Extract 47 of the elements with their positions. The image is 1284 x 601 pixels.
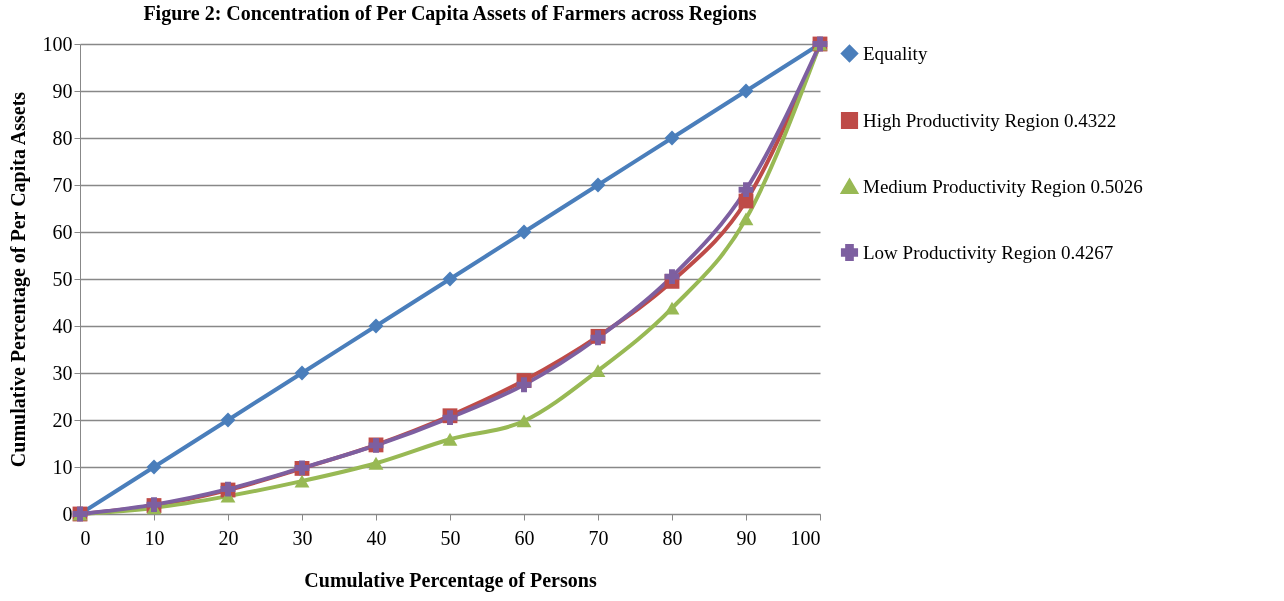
y-tick-label: 40 <box>52 314 73 337</box>
x-tick-label: 70 <box>588 526 609 549</box>
x-tick-label: 50 <box>440 526 461 549</box>
x-tick-label: 20 <box>218 526 239 549</box>
y-tick-label: 80 <box>52 126 73 149</box>
legend-label: High Productivity Region 0.4322 <box>863 109 1117 131</box>
chart-title: Figure 2: Concentration of Per Capita Assets of Farmers across Regions <box>143 2 757 25</box>
x-tick-label: 10 <box>144 526 165 549</box>
x-axis-title: Cumulative Percentage of Persons <box>304 568 597 592</box>
point <box>664 130 680 146</box>
point <box>442 432 458 446</box>
x-tick-label: 80 <box>662 526 683 549</box>
point <box>738 182 754 198</box>
y-tick-label: 100 <box>42 32 73 55</box>
y-tick-label: 60 <box>52 220 73 243</box>
y-tick-label: 20 <box>52 408 73 431</box>
y-axis-title: Cumulative Percentage of Per Capita Assets <box>6 91 30 468</box>
point <box>146 459 162 475</box>
legend-label: Low Productivity Region 0.4267 <box>863 241 1114 263</box>
x-tick-label: 30 <box>292 526 313 549</box>
point <box>664 301 680 315</box>
x-tick-label: 60 <box>514 526 535 549</box>
y-tick-label: 50 <box>52 267 73 290</box>
y-tick-label: 10 <box>52 455 73 478</box>
point <box>516 377 532 393</box>
point <box>368 456 384 470</box>
point <box>442 271 458 287</box>
point <box>738 83 754 99</box>
y-tick-label: 30 <box>52 361 73 384</box>
legend-label: Equality <box>863 42 928 64</box>
legend-label: Medium Productivity Region 0.5026 <box>863 175 1143 197</box>
y-tick-label: 90 <box>52 79 73 102</box>
x-tick-label: 0 <box>80 526 91 549</box>
point <box>664 269 680 285</box>
point <box>516 414 532 428</box>
point <box>294 365 310 381</box>
y-tick-label: 70 <box>52 173 73 196</box>
point <box>516 224 532 240</box>
x-tick-label: 90 <box>736 526 757 549</box>
point <box>590 177 606 193</box>
x-tick-label: 100 <box>790 526 821 549</box>
y-tick-label: 0 <box>62 502 73 525</box>
point <box>220 412 236 428</box>
point <box>738 212 754 226</box>
point <box>368 318 384 334</box>
point <box>294 474 310 488</box>
x-tick-label: 40 <box>366 526 387 549</box>
